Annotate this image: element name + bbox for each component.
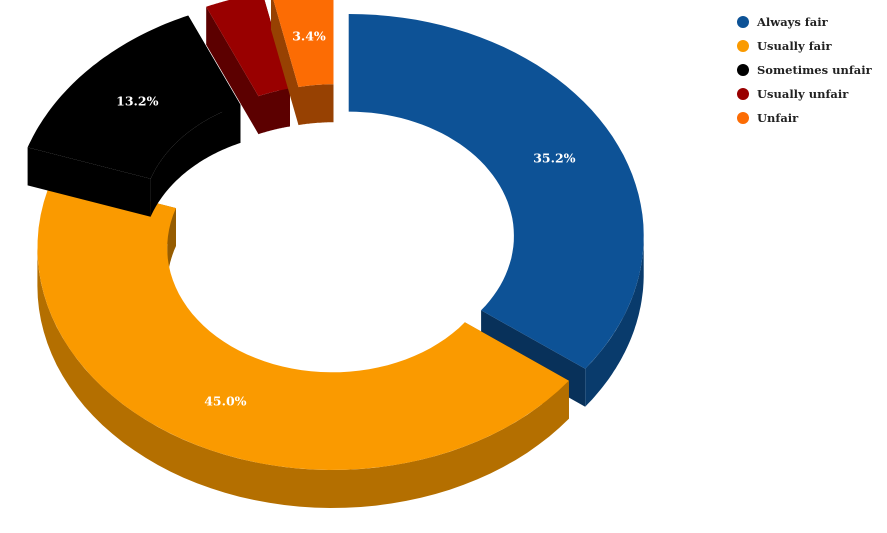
legend-label-sometimes-unfair: Sometimes unfair	[757, 63, 872, 77]
legend-item-always-fair[interactable]: Always fair	[737, 10, 872, 34]
slice-sometimes-unfair: 13.2%	[27, 15, 241, 217]
data-label-sometimes-unfair: 13.2%	[116, 94, 158, 109]
slice-usually-fair: 45.0%	[37, 176, 569, 508]
legend-item-usually-fair[interactable]: Usually fair	[737, 34, 872, 58]
slice-outer-wall-usually-fair	[37, 248, 569, 508]
donut-slices: 35.2% 45.0% 13.2% 3.4%	[27, 0, 644, 508]
data-label-always-fair: 35.2%	[533, 150, 575, 165]
legend-label-usually-unfair: Usually unfair	[757, 87, 849, 101]
data-label-usually-fair: 45.0%	[204, 393, 246, 408]
slice-inner-wall-sometimes-unfair	[150, 104, 241, 217]
slice-top-unfair[interactable]	[271, 0, 334, 88]
slice-outer-wall-always-fair	[585, 236, 644, 407]
slice-inner-wall-unfair	[298, 84, 334, 126]
slice-top-usually-fair[interactable]	[37, 176, 569, 470]
slice-top-sometimes-unfair[interactable]	[27, 15, 241, 179]
slice-side-start-sometimes-unfair	[27, 147, 151, 217]
legend-swatch-unfair	[737, 112, 749, 124]
legend-label-unfair: Unfair	[757, 111, 799, 125]
legend-swatch-usually-fair	[737, 40, 749, 52]
slice-inner-wall-usually-fair	[167, 208, 176, 286]
slice-inner-wall-usually-unfair	[258, 88, 290, 135]
legend-label-usually-fair: Usually fair	[757, 39, 832, 53]
slice-side-start-usually-unfair	[206, 6, 259, 135]
legend: Always fair Usually fair Sometimes unfair U…	[737, 10, 872, 130]
slice-top-usually-unfair[interactable]	[206, 0, 290, 97]
legend-swatch-usually-unfair	[737, 88, 749, 100]
legend-item-usually-unfair[interactable]: Usually unfair	[737, 82, 872, 106]
slice-usually-unfair	[206, 0, 290, 135]
slice-top-always-fair[interactable]	[348, 14, 644, 369]
legend-item-unfair[interactable]: Unfair	[737, 106, 872, 130]
legend-swatch-always-fair	[737, 16, 749, 28]
legend-swatch-sometimes-unfair	[737, 64, 749, 76]
data-label-unfair: 3.4%	[292, 28, 326, 43]
legend-label-always-fair: Always fair	[757, 15, 828, 29]
legend-item-sometimes-unfair[interactable]: Sometimes unfair	[737, 58, 872, 82]
slice-side-start-unfair	[271, 0, 299, 126]
slice-unfair: 3.4%	[271, 0, 334, 126]
